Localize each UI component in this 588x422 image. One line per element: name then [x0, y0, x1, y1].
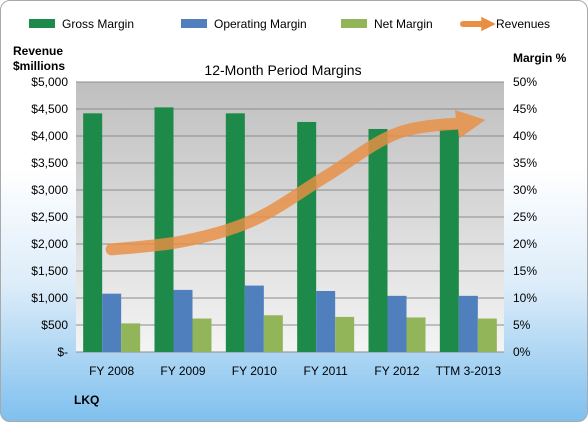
left-tick-label: $4,000: [31, 129, 68, 143]
right-tick-label: 50%: [513, 75, 537, 89]
legend: Gross Margin Operating Margin Net Margin Re…: [29, 16, 550, 32]
right-tick-label: 10%: [513, 291, 537, 305]
gross-margin-bar: [297, 121, 317, 353]
net-margin-bar: [263, 315, 283, 352]
left-axis-ticks: $- $500 $1,000 $1,500 $2,000 $2,500 $3,000 $3,5…: [31, 75, 68, 359]
left-tick-label: $2,000: [31, 237, 68, 251]
gross-margin-bar: [439, 129, 459, 352]
legend-gross-margin-swatch: [29, 19, 55, 28]
right-tick-label: 45%: [513, 102, 537, 116]
right-tick-label: 30%: [513, 183, 537, 197]
right-tick-label: 5%: [513, 318, 531, 332]
legend-revenues-label: Revenues: [496, 17, 550, 31]
gross-margin-bar: [154, 107, 174, 352]
category-labels: FY 2008 FY 2009 FY 2010 FY 2011 FY 2012 TTM 3…: [89, 364, 501, 378]
gross-margin-bar: [368, 128, 388, 352]
left-tick-label: $-: [57, 345, 68, 359]
category-label: FY 2010: [232, 364, 277, 378]
net-margin-bar: [477, 318, 497, 352]
operating-margin-bar: [387, 295, 407, 352]
left-tick-label: $500: [41, 318, 68, 332]
right-tick-label: 20%: [513, 237, 537, 251]
net-margin-bar: [121, 323, 141, 352]
legend-operating-margin-swatch: [181, 19, 207, 28]
left-tick-label: $1,000: [31, 291, 68, 305]
left-tick-label: $5,000: [31, 75, 68, 89]
category-label: FY 2011: [304, 364, 349, 378]
legend-net-margin-label: Net Margin: [374, 17, 433, 31]
right-tick-label: 35%: [513, 156, 537, 170]
legend-net-margin-swatch: [341, 19, 367, 28]
legend-gross-margin-label: Gross Margin: [62, 17, 134, 31]
net-margin-bar: [192, 318, 212, 352]
net-margin-bar: [406, 317, 426, 352]
company-label: LKQ: [74, 393, 99, 407]
net-margin-bar: [335, 316, 355, 352]
operating-margin-bar: [458, 295, 478, 352]
right-tick-label: 15%: [513, 264, 537, 278]
right-tick-label: 0%: [513, 345, 531, 359]
revenue-line: [105, 109, 486, 256]
right-tick-label: 25%: [513, 210, 537, 224]
operating-margin-bar: [316, 290, 336, 352]
revenues-line: [105, 109, 486, 256]
legend-operating-margin-label: Operating Margin: [214, 17, 307, 31]
left-tick-label: $2,500: [31, 210, 68, 224]
right-axis-title: Margin %: [513, 51, 567, 65]
left-tick-label: $3,500: [31, 156, 68, 170]
left-tick-label: $4,500: [31, 102, 68, 116]
bars: [83, 107, 497, 353]
category-label: FY 2009: [160, 364, 205, 378]
left-tick-label: $3,000: [31, 183, 68, 197]
category-label: TTM 3-2013: [436, 364, 502, 378]
right-tick-label: 40%: [513, 129, 537, 143]
operating-margin-bar: [244, 285, 264, 352]
operating-margin-bar: [173, 289, 193, 352]
category-label: FY 2012: [374, 364, 419, 378]
gridlines: [76, 81, 504, 353]
left-axis-title: Revenue $millions: [13, 44, 66, 73]
right-axis-ticks: 0% 5% 10% 15% 20% 25% 30% 35% 40% 45% 50%: [513, 75, 537, 359]
gross-margin-bar: [83, 113, 103, 352]
operating-margin-bar: [102, 293, 122, 352]
left-tick-label: $1,500: [31, 264, 68, 278]
chart-title: 12-Month Period Margins: [204, 62, 361, 78]
category-label: FY 2008: [89, 364, 134, 378]
